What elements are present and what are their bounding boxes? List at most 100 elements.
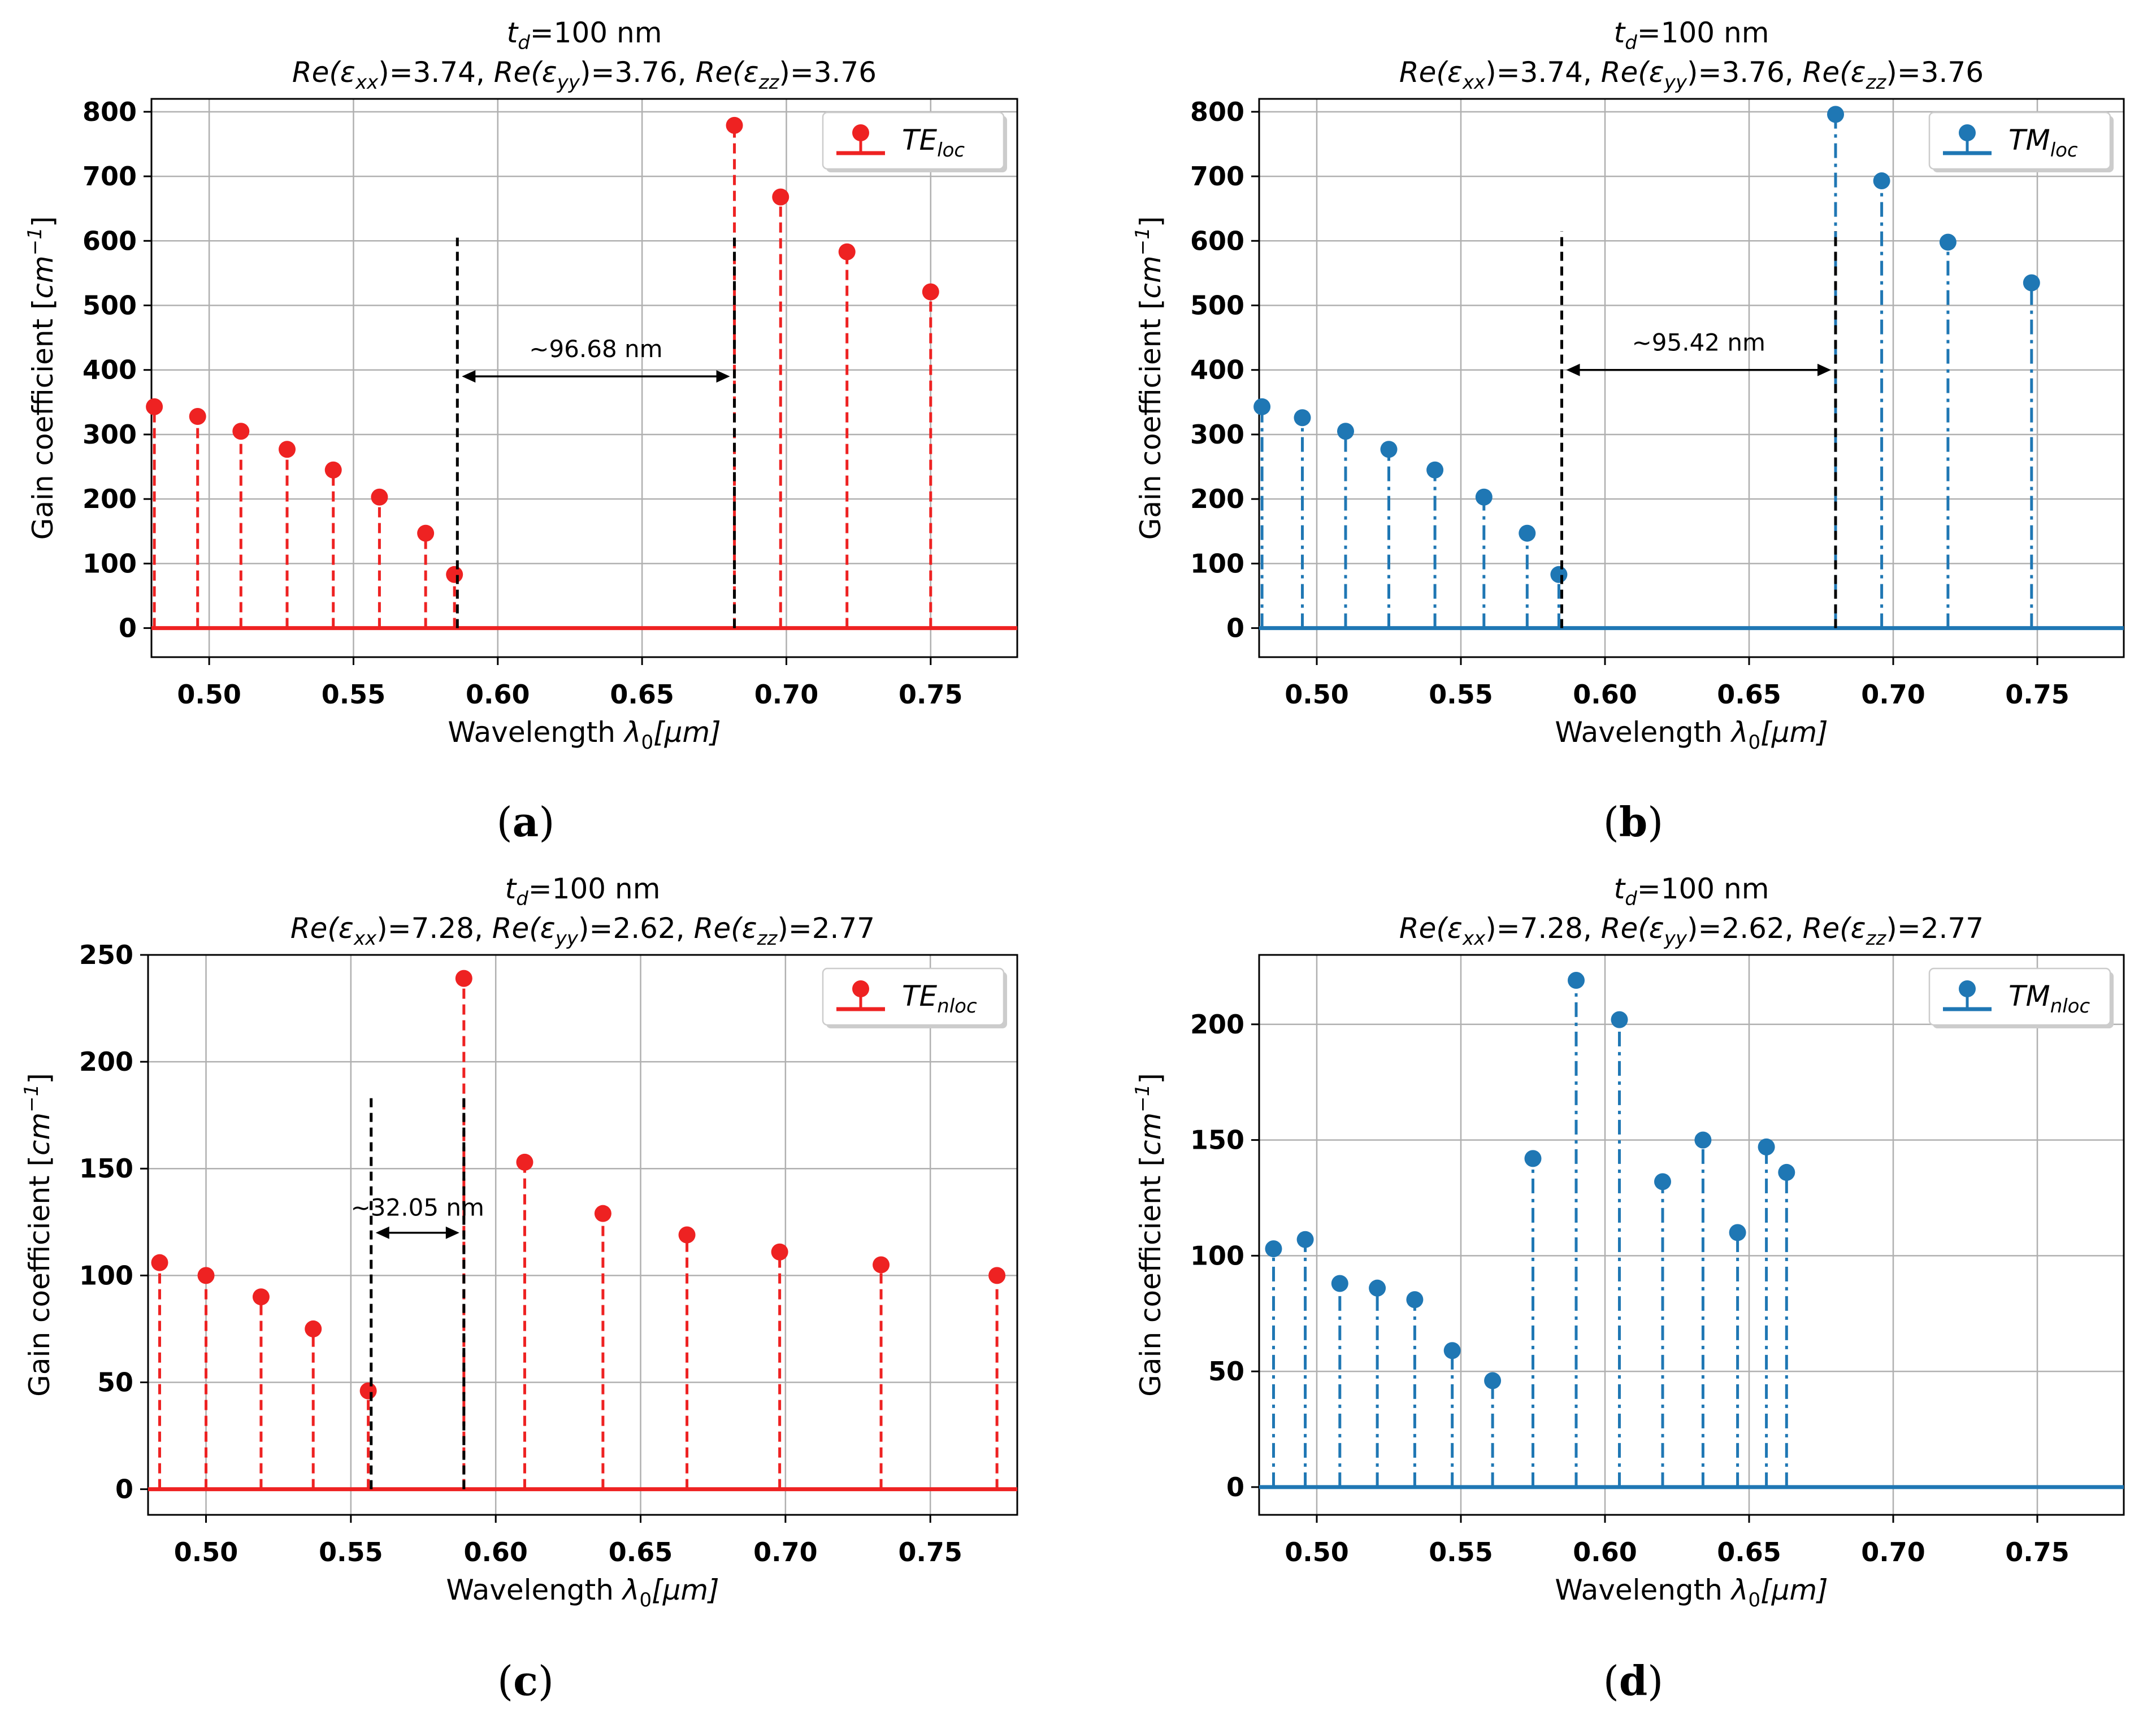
stem-marker — [922, 283, 939, 301]
x-tick-label: 0.60 — [1573, 679, 1637, 710]
annotation-label: ~95.42 nm — [1632, 328, 1765, 356]
stem-marker — [873, 1256, 890, 1274]
x-tick-label: 0.75 — [899, 679, 963, 710]
axes-frame — [1258, 954, 2125, 1516]
panel-a: 0.50 0.55 0.60 0.65 0.70 0.75 0 100 200 300 400 500… — [24, 16, 1018, 846]
arrow-head-right — [445, 1226, 459, 1239]
stem-marker — [1939, 233, 1957, 251]
x-axis-label: Wavelength λ0[μm] — [448, 716, 721, 754]
panel-title-line1: td=100 nm — [505, 872, 661, 910]
stem-marker — [1296, 1231, 1314, 1248]
x-axis-label: Wavelength λ0[μm] — [446, 1574, 719, 1611]
x-tick-label: 0.75 — [2005, 1537, 2070, 1567]
y-axis-label: Gain coefficient [cm−1] — [1131, 1073, 1167, 1397]
grid — [1259, 99, 2124, 657]
stem-marker — [279, 441, 296, 458]
x-tick-label: 0.75 — [898, 1537, 962, 1567]
y-tick-label: 700 — [83, 161, 137, 192]
stem-marker — [189, 407, 206, 425]
grid — [151, 99, 1017, 657]
stem-marker — [446, 566, 463, 583]
stem-marker — [678, 1226, 696, 1244]
x-tick-label: 0.65 — [610, 679, 674, 710]
stem-marker — [1369, 1279, 1386, 1297]
x-tick-label: 0.65 — [1717, 1537, 1781, 1567]
stem-marker — [1519, 524, 1536, 542]
stem-marker — [1475, 488, 1493, 506]
stem-marker — [1484, 1372, 1502, 1389]
x-axis-label: Wavelength λ0[μm] — [1555, 1574, 1828, 1611]
legend-label: TMnloc — [2008, 980, 2090, 1018]
subfigure-label: (c) — [497, 1657, 554, 1705]
subfigure-label: (b) — [1603, 798, 1664, 846]
axes-frame — [150, 98, 1018, 658]
y-tick-label: 400 — [83, 355, 137, 385]
stem-marker — [1778, 1163, 1795, 1181]
stem-marker — [417, 524, 435, 542]
stem-marker — [1873, 172, 1890, 190]
x-tick-label: 0.60 — [1573, 1537, 1637, 1567]
stem-marker — [1611, 1011, 1628, 1028]
x-tick-label: 0.55 — [1429, 1537, 1493, 1567]
annotation-label: ~96.68 nm — [529, 335, 662, 363]
x-tick-label: 0.50 — [174, 1537, 238, 1567]
legend-marker — [1959, 124, 1976, 141]
stem-marker — [1550, 566, 1568, 583]
y-tick-label: 0 — [1226, 613, 1244, 644]
x-tick-label: 0.65 — [1717, 679, 1781, 710]
y-axis-label: Gain coefficient [cm−1] — [24, 216, 59, 540]
y-tick-label: 50 — [1208, 1356, 1244, 1387]
annotation-label: ~32.05 nm — [351, 1193, 484, 1221]
y-tick-label: 200 — [1190, 484, 1244, 514]
legend-label: TMloc — [2008, 124, 2078, 162]
y-tick-label: 200 — [83, 484, 137, 514]
stem-marker — [1294, 409, 1311, 427]
panel-title-line2: Re(εxx)=7.28, Re(εyy)=2.62, Re(εzz)=2.77 — [290, 912, 875, 950]
axes-frame — [147, 954, 1018, 1516]
stem-marker — [1568, 972, 1585, 989]
panel-c: 0.50 0.55 0.60 0.65 0.70 0.75 0 50 100 150 200 250 ~… — [20, 872, 1018, 1705]
stem-marker — [1654, 1173, 1671, 1191]
y-tick-label: 500 — [1190, 290, 1244, 321]
y-tick-label: 100 — [79, 1260, 133, 1291]
y-axis-label: Gain coefficient [cm−1] — [1131, 216, 1167, 540]
panel-title-line1: td=100 nm — [1614, 872, 1769, 910]
y-tick-label: 400 — [1190, 355, 1244, 385]
legend-label: TEnloc — [902, 980, 977, 1018]
stem-marker — [1827, 106, 1844, 123]
stem-marker — [252, 1288, 270, 1306]
y-tick-label: 600 — [1190, 225, 1244, 256]
arrow-head-left — [462, 370, 476, 383]
x-tick-label: 0.55 — [322, 679, 386, 710]
stem-marker — [988, 1267, 1006, 1284]
stem-marker — [1758, 1138, 1775, 1155]
stem-marker — [1694, 1131, 1712, 1149]
legend-marker — [852, 124, 869, 141]
grid — [1259, 955, 2124, 1515]
subfigure-label: (d) — [1603, 1657, 1664, 1705]
stem-marker — [324, 461, 342, 479]
stem-marker — [359, 1382, 377, 1400]
y-tick-label: 100 — [83, 548, 137, 579]
stem-marker — [1331, 1275, 1348, 1292]
x-tick-label: 0.50 — [177, 679, 241, 710]
y-tick-label: 800 — [83, 97, 137, 127]
y-tick-label: 100 — [1190, 1240, 1244, 1271]
y-tick-label: 200 — [1190, 1009, 1244, 1040]
stem-marker — [1406, 1291, 1424, 1309]
y-tick-label: 0 — [119, 613, 137, 644]
arrow-head-right — [1817, 363, 1831, 376]
stem-marker — [305, 1320, 322, 1337]
y-tick-label: 300 — [83, 419, 137, 450]
y-tick-label: 300 — [1190, 419, 1244, 450]
x-tick-label: 0.50 — [1285, 1537, 1349, 1567]
panel-d: 0.50 0.55 0.60 0.65 0.70 0.75 0 50 100 150 200 TMnl… — [1131, 872, 2125, 1705]
y-tick-label: 0 — [1226, 1472, 1244, 1502]
stem-marker — [146, 398, 163, 415]
subfigure-label: (a) — [497, 798, 555, 846]
panel-title-line1: td=100 nm — [507, 16, 662, 54]
y-tick-label: 50 — [97, 1367, 133, 1397]
x-tick-label: 0.55 — [319, 1537, 383, 1567]
y-tick-label: 800 — [1190, 97, 1244, 127]
stem-marker — [1337, 423, 1354, 440]
